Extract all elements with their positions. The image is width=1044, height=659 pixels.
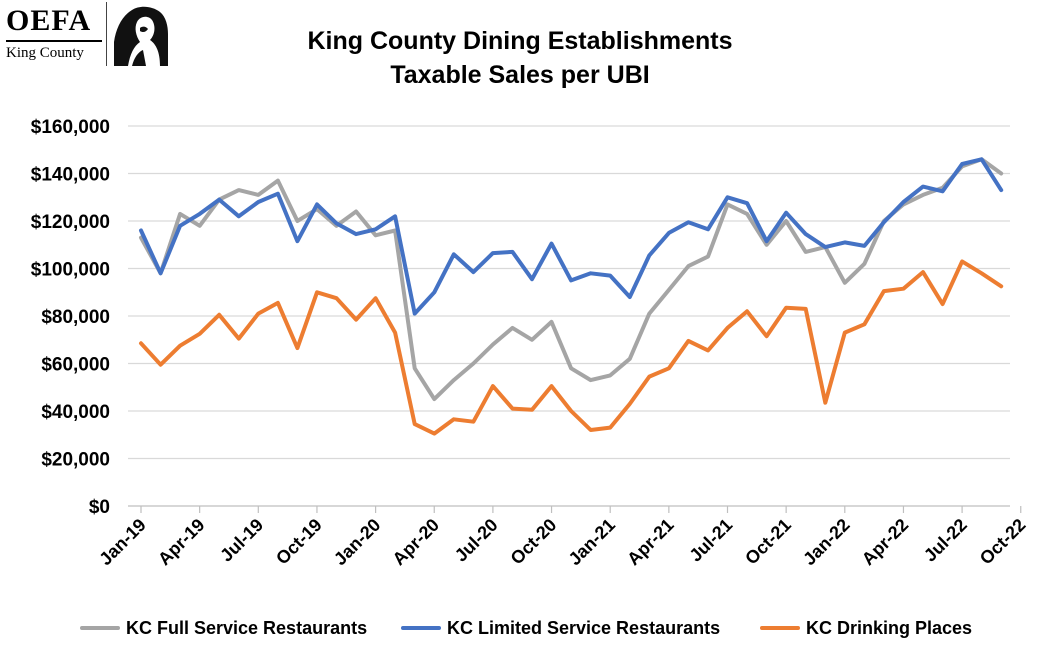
- legend-label: KC Limited Service Restaurants: [447, 618, 721, 638]
- x-tick-label: Jul-20: [451, 515, 502, 566]
- y-tick-label: $80,000: [41, 307, 110, 328]
- x-tick-label: Jul-19: [216, 515, 267, 566]
- legend: KC Full Service Restaurants KC Limited Se…: [0, 612, 1044, 642]
- y-tick-label: $60,000: [41, 355, 110, 376]
- x-tick-label: Oct-20: [507, 515, 561, 569]
- logo-rule: [6, 40, 102, 42]
- chart-subtitle: Taxable Sales per UBI: [390, 61, 650, 89]
- y-tick-label: $140,000: [31, 165, 110, 186]
- x-tick-label: Jul-22: [920, 515, 971, 566]
- x-tick-label: Jan-19: [95, 515, 149, 569]
- x-tick-labels: Jan-19 Apr-19 Jul-19 Oct-19 Jan-20 Apr-20 Jul-…: [95, 515, 1029, 569]
- axes: [128, 505, 1022, 513]
- x-tick-label: Oct-21: [741, 515, 795, 569]
- y-tick-labels: $0 $20,000 $40,000 $60,000 $80,000 $100,000 $1…: [31, 117, 110, 518]
- y-tick-label: $100,000: [31, 260, 110, 281]
- legend-swatch: [760, 626, 800, 630]
- y-tick-label: $0: [89, 497, 110, 518]
- logo-text-block: OEFA King County: [2, 2, 107, 66]
- x-tick-label: Jan-21: [565, 515, 619, 569]
- y-tick-label: $160,000: [31, 117, 110, 138]
- legend-label: KC Full Service Restaurants: [126, 618, 368, 638]
- x-tick-label: Jan-22: [799, 515, 853, 569]
- series-line-1: [139, 157, 1004, 402]
- oefa-logo: OEFA King County: [2, 2, 168, 66]
- line-chart: $0 $20,000 $40,000 $60,000 $80,000 $100,000 $1…: [31, 117, 1030, 569]
- y-tick-label: $40,000: [41, 402, 110, 423]
- x-tick-label: Apr-21: [623, 515, 677, 569]
- x-tick-label: Jul-21: [685, 515, 736, 566]
- legend-label: KC Drinking Places: [806, 618, 973, 638]
- series-lines: [139, 157, 1004, 436]
- y-tick-label: $120,000: [31, 212, 110, 233]
- x-tick-label: Apr-20: [389, 515, 443, 569]
- chart-title-block: King County Dining Establishments Taxabl…: [200, 24, 840, 92]
- logo-county-name: King County: [6, 45, 84, 61]
- legend-swatch: [401, 626, 441, 630]
- y-tick-label: $20,000: [41, 450, 110, 471]
- x-tick-label: Oct-22: [976, 515, 1030, 569]
- silhouette-portrait-icon: [110, 2, 168, 66]
- x-tick-label: Oct-19: [272, 515, 326, 569]
- x-tick-label: Apr-22: [858, 515, 912, 569]
- x-tick-label: Apr-19: [154, 515, 208, 569]
- logo-org-name: OEFA: [6, 4, 92, 37]
- series-line-2: [139, 157, 1004, 316]
- legend-swatch: [80, 626, 120, 630]
- chart-title: King County Dining Establishments: [307, 27, 733, 55]
- series-line-3: [139, 259, 1004, 436]
- x-tick-label: Jan-20: [330, 515, 384, 569]
